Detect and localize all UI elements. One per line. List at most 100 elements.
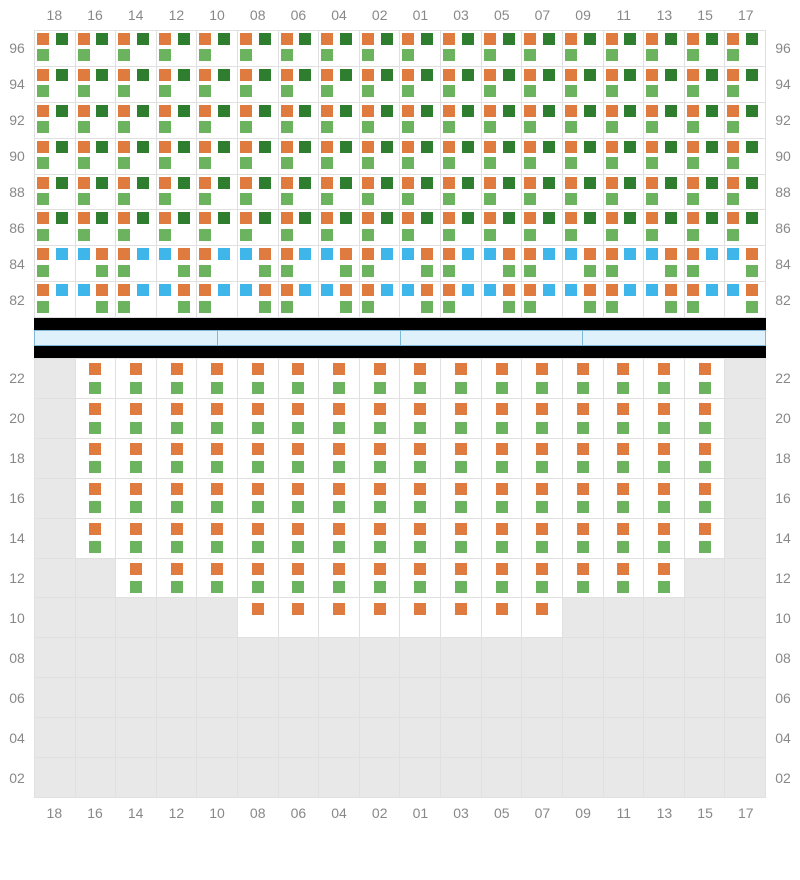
cell[interactable]	[116, 479, 157, 519]
cell[interactable]	[197, 598, 238, 638]
cell[interactable]	[360, 479, 401, 519]
cell[interactable]	[35, 559, 76, 599]
cell[interactable]	[76, 479, 117, 519]
cell[interactable]	[238, 246, 279, 282]
cell[interactable]	[400, 282, 441, 318]
cell[interactable]	[400, 246, 441, 282]
cell[interactable]	[76, 359, 117, 399]
cell[interactable]	[238, 359, 279, 399]
cell[interactable]	[360, 282, 401, 318]
cell[interactable]	[400, 139, 441, 175]
cell[interactable]	[197, 359, 238, 399]
cell[interactable]	[238, 718, 279, 758]
cell[interactable]	[644, 678, 685, 718]
cell[interactable]	[116, 638, 157, 678]
cell[interactable]	[644, 31, 685, 67]
cell[interactable]	[279, 139, 320, 175]
cell[interactable]	[644, 67, 685, 103]
cell[interactable]	[725, 67, 766, 103]
cell[interactable]	[238, 399, 279, 439]
cell[interactable]	[279, 67, 320, 103]
cell[interactable]	[76, 598, 117, 638]
cell[interactable]	[238, 439, 279, 479]
cell[interactable]	[725, 399, 766, 439]
cell[interactable]	[197, 439, 238, 479]
cell[interactable]	[522, 638, 563, 678]
cell[interactable]	[685, 638, 726, 678]
cell[interactable]	[522, 31, 563, 67]
cell[interactable]	[482, 246, 523, 282]
cell[interactable]	[482, 519, 523, 559]
cell[interactable]	[35, 479, 76, 519]
cell[interactable]	[441, 31, 482, 67]
cell[interactable]	[441, 598, 482, 638]
cell[interactable]	[319, 139, 360, 175]
cell[interactable]	[400, 678, 441, 718]
cell[interactable]	[35, 103, 76, 139]
cell[interactable]	[644, 246, 685, 282]
cell[interactable]	[279, 210, 320, 246]
cell[interactable]	[116, 175, 157, 211]
cell[interactable]	[76, 678, 117, 718]
cell[interactable]	[157, 638, 198, 678]
cell[interactable]	[644, 282, 685, 318]
cell[interactable]	[725, 598, 766, 638]
cell[interactable]	[197, 559, 238, 599]
cell[interactable]	[482, 67, 523, 103]
cell[interactable]	[360, 638, 401, 678]
cell[interactable]	[279, 31, 320, 67]
cell[interactable]	[604, 479, 645, 519]
cell[interactable]	[279, 638, 320, 678]
cell[interactable]	[400, 479, 441, 519]
cell[interactable]	[685, 359, 726, 399]
cell[interactable]	[238, 210, 279, 246]
cell[interactable]	[563, 399, 604, 439]
cell[interactable]	[35, 282, 76, 318]
cell[interactable]	[238, 559, 279, 599]
cell[interactable]	[319, 282, 360, 318]
cell[interactable]	[360, 31, 401, 67]
cell[interactable]	[563, 31, 604, 67]
cell[interactable]	[400, 103, 441, 139]
cell[interactable]	[685, 139, 726, 175]
cell[interactable]	[35, 519, 76, 559]
cell[interactable]	[725, 282, 766, 318]
cell[interactable]	[604, 638, 645, 678]
cell[interactable]	[400, 718, 441, 758]
cell[interactable]	[482, 638, 523, 678]
cell[interactable]	[197, 399, 238, 439]
cell[interactable]	[157, 598, 198, 638]
cell[interactable]	[319, 598, 360, 638]
cell[interactable]	[685, 598, 726, 638]
cell[interactable]	[482, 359, 523, 399]
cell[interactable]	[35, 139, 76, 175]
cell[interactable]	[644, 519, 685, 559]
cell[interactable]	[685, 399, 726, 439]
cell[interactable]	[482, 598, 523, 638]
cell[interactable]	[644, 598, 685, 638]
cell[interactable]	[279, 399, 320, 439]
cell[interactable]	[441, 175, 482, 211]
cell[interactable]	[644, 559, 685, 599]
cell[interactable]	[441, 399, 482, 439]
cell[interactable]	[35, 638, 76, 678]
cell[interactable]	[360, 359, 401, 399]
cell[interactable]	[319, 439, 360, 479]
cell[interactable]	[482, 479, 523, 519]
cell[interactable]	[157, 439, 198, 479]
cell[interactable]	[116, 359, 157, 399]
cell[interactable]	[685, 479, 726, 519]
cell[interactable]	[441, 559, 482, 599]
cell[interactable]	[319, 678, 360, 718]
cell[interactable]	[725, 139, 766, 175]
cell[interactable]	[360, 139, 401, 175]
cell[interactable]	[157, 519, 198, 559]
cell[interactable]	[482, 282, 523, 318]
cell[interactable]	[35, 246, 76, 282]
cell[interactable]	[35, 67, 76, 103]
cell[interactable]	[197, 67, 238, 103]
cell[interactable]	[400, 67, 441, 103]
cell[interactable]	[685, 718, 726, 758]
cell[interactable]	[604, 559, 645, 599]
cell[interactable]	[604, 31, 645, 67]
